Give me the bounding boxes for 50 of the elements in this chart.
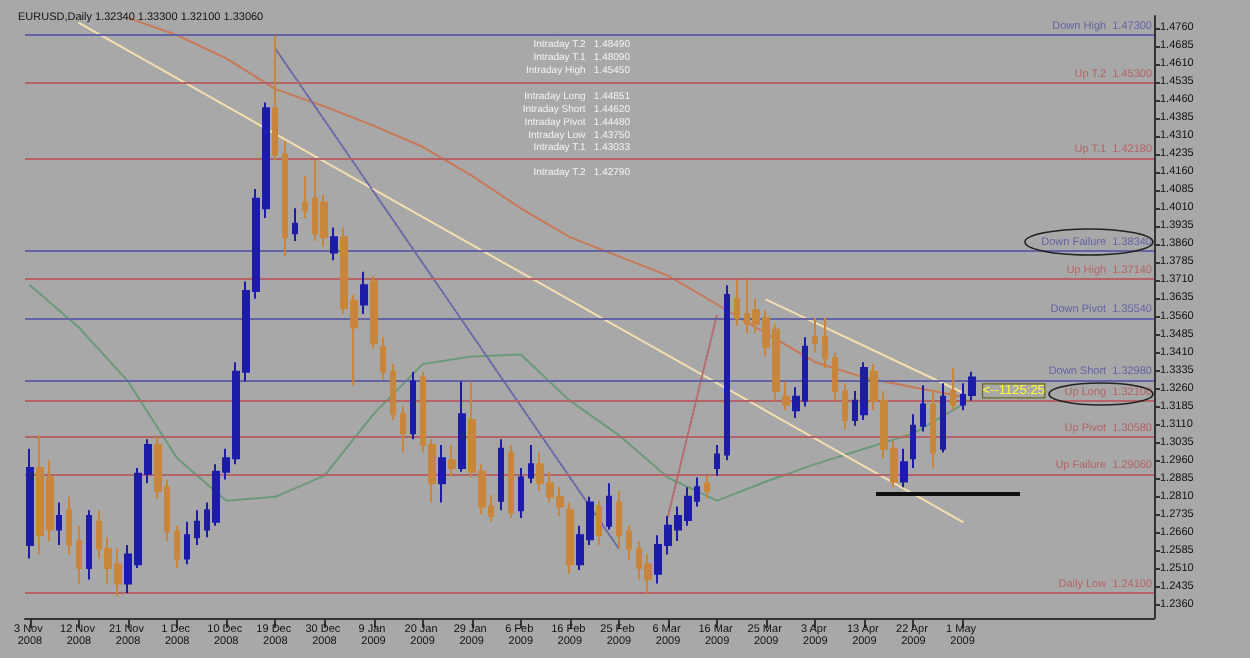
- candlestick: [174, 524, 180, 569]
- candlestick: [194, 509, 200, 546]
- candlestick: [920, 384, 926, 433]
- candlestick: [566, 501, 574, 575]
- candlestick: [910, 413, 916, 469]
- candlestick: [86, 509, 92, 581]
- candlestick: [724, 284, 730, 462]
- candlestick: [968, 370, 976, 402]
- candlestick: [438, 443, 446, 504]
- candlestick: [860, 361, 868, 421]
- candlestick: [842, 382, 848, 431]
- candlestick: [302, 174, 308, 219]
- candlestick: [518, 466, 524, 519]
- candlestick: [616, 490, 622, 550]
- candlestick: [360, 270, 368, 316]
- candlestick: [410, 370, 416, 441]
- candlestick: [528, 443, 534, 485]
- candlestick: [782, 380, 790, 412]
- candlestick: [400, 405, 406, 454]
- candlestick: [626, 524, 632, 562]
- candlestick: [930, 390, 936, 469]
- candlestick: [292, 207, 298, 243]
- candlestick: [704, 474, 710, 500]
- candlestick: [66, 495, 72, 556]
- candlestick: [56, 501, 62, 546]
- line-series: [28, 284, 964, 502]
- candlestick: [714, 443, 720, 477]
- candlestick: [390, 363, 396, 421]
- candlestick: [822, 316, 828, 369]
- candlestick: [940, 382, 946, 454]
- candlestick: [282, 140, 288, 258]
- candlestick: [900, 447, 908, 489]
- candlestick: [734, 278, 740, 327]
- candlestick: [508, 443, 514, 519]
- candlestick: [498, 438, 504, 512]
- candlestick: [448, 443, 456, 477]
- candlestick: [184, 520, 190, 566]
- candlestick: [596, 499, 602, 546]
- candlestick: [812, 316, 818, 354]
- candlestick: [330, 226, 338, 262]
- candlestick: [26, 447, 34, 560]
- candlestick: [380, 336, 386, 381]
- candlestick: [832, 351, 838, 402]
- candlestick: [606, 482, 612, 531]
- candlestick: [458, 380, 466, 473]
- candlestick: [76, 524, 82, 585]
- candlestick: [370, 274, 378, 350]
- candlestick: [950, 366, 956, 412]
- candlestick: [272, 34, 278, 162]
- line-series: [127, 16, 964, 398]
